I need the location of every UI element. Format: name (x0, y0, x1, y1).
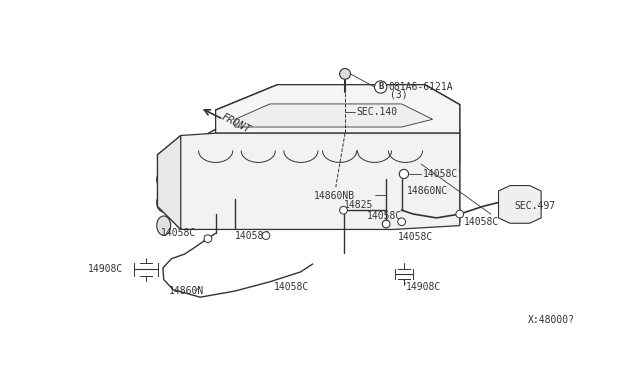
Text: 14825: 14825 (344, 200, 373, 210)
Text: (3): (3) (390, 90, 408, 100)
Text: 14058C: 14058C (367, 211, 402, 221)
Polygon shape (180, 129, 460, 164)
Ellipse shape (157, 170, 171, 189)
Circle shape (397, 218, 406, 225)
Text: 14908C: 14908C (406, 282, 441, 292)
Circle shape (340, 68, 351, 79)
Polygon shape (216, 85, 460, 129)
Text: B: B (378, 83, 383, 92)
Text: SEC.497: SEC.497 (514, 201, 555, 211)
FancyBboxPatch shape (397, 179, 406, 196)
Text: 14058C: 14058C (397, 232, 433, 242)
Text: X:48000?: X:48000? (528, 315, 575, 325)
Polygon shape (216, 85, 460, 129)
Text: 14058C: 14058C (463, 217, 499, 227)
Circle shape (374, 81, 387, 93)
Ellipse shape (157, 216, 171, 235)
Polygon shape (157, 135, 180, 230)
Circle shape (399, 169, 408, 179)
Text: 14908C: 14908C (88, 264, 123, 275)
Circle shape (382, 220, 390, 228)
Polygon shape (157, 133, 460, 230)
Text: 14860N: 14860N (169, 286, 204, 296)
Text: 14058C: 14058C (235, 231, 270, 241)
Polygon shape (235, 104, 433, 127)
Text: 14058C: 14058C (161, 228, 196, 237)
Text: 14860NC: 14860NC (407, 186, 448, 196)
Circle shape (340, 206, 348, 214)
Circle shape (456, 210, 463, 218)
Text: 14058C: 14058C (422, 169, 458, 179)
Ellipse shape (157, 193, 171, 212)
Polygon shape (180, 129, 460, 222)
Text: 081A6-6121A: 081A6-6121A (388, 82, 453, 92)
Polygon shape (216, 85, 460, 133)
Circle shape (262, 232, 270, 240)
Polygon shape (499, 186, 541, 223)
Text: FRONT: FRONT (220, 112, 252, 135)
Text: 14860NB: 14860NB (314, 190, 355, 201)
Circle shape (204, 235, 212, 243)
Text: 14058C: 14058C (274, 282, 309, 292)
Text: SEC.140: SEC.140 (356, 108, 398, 118)
